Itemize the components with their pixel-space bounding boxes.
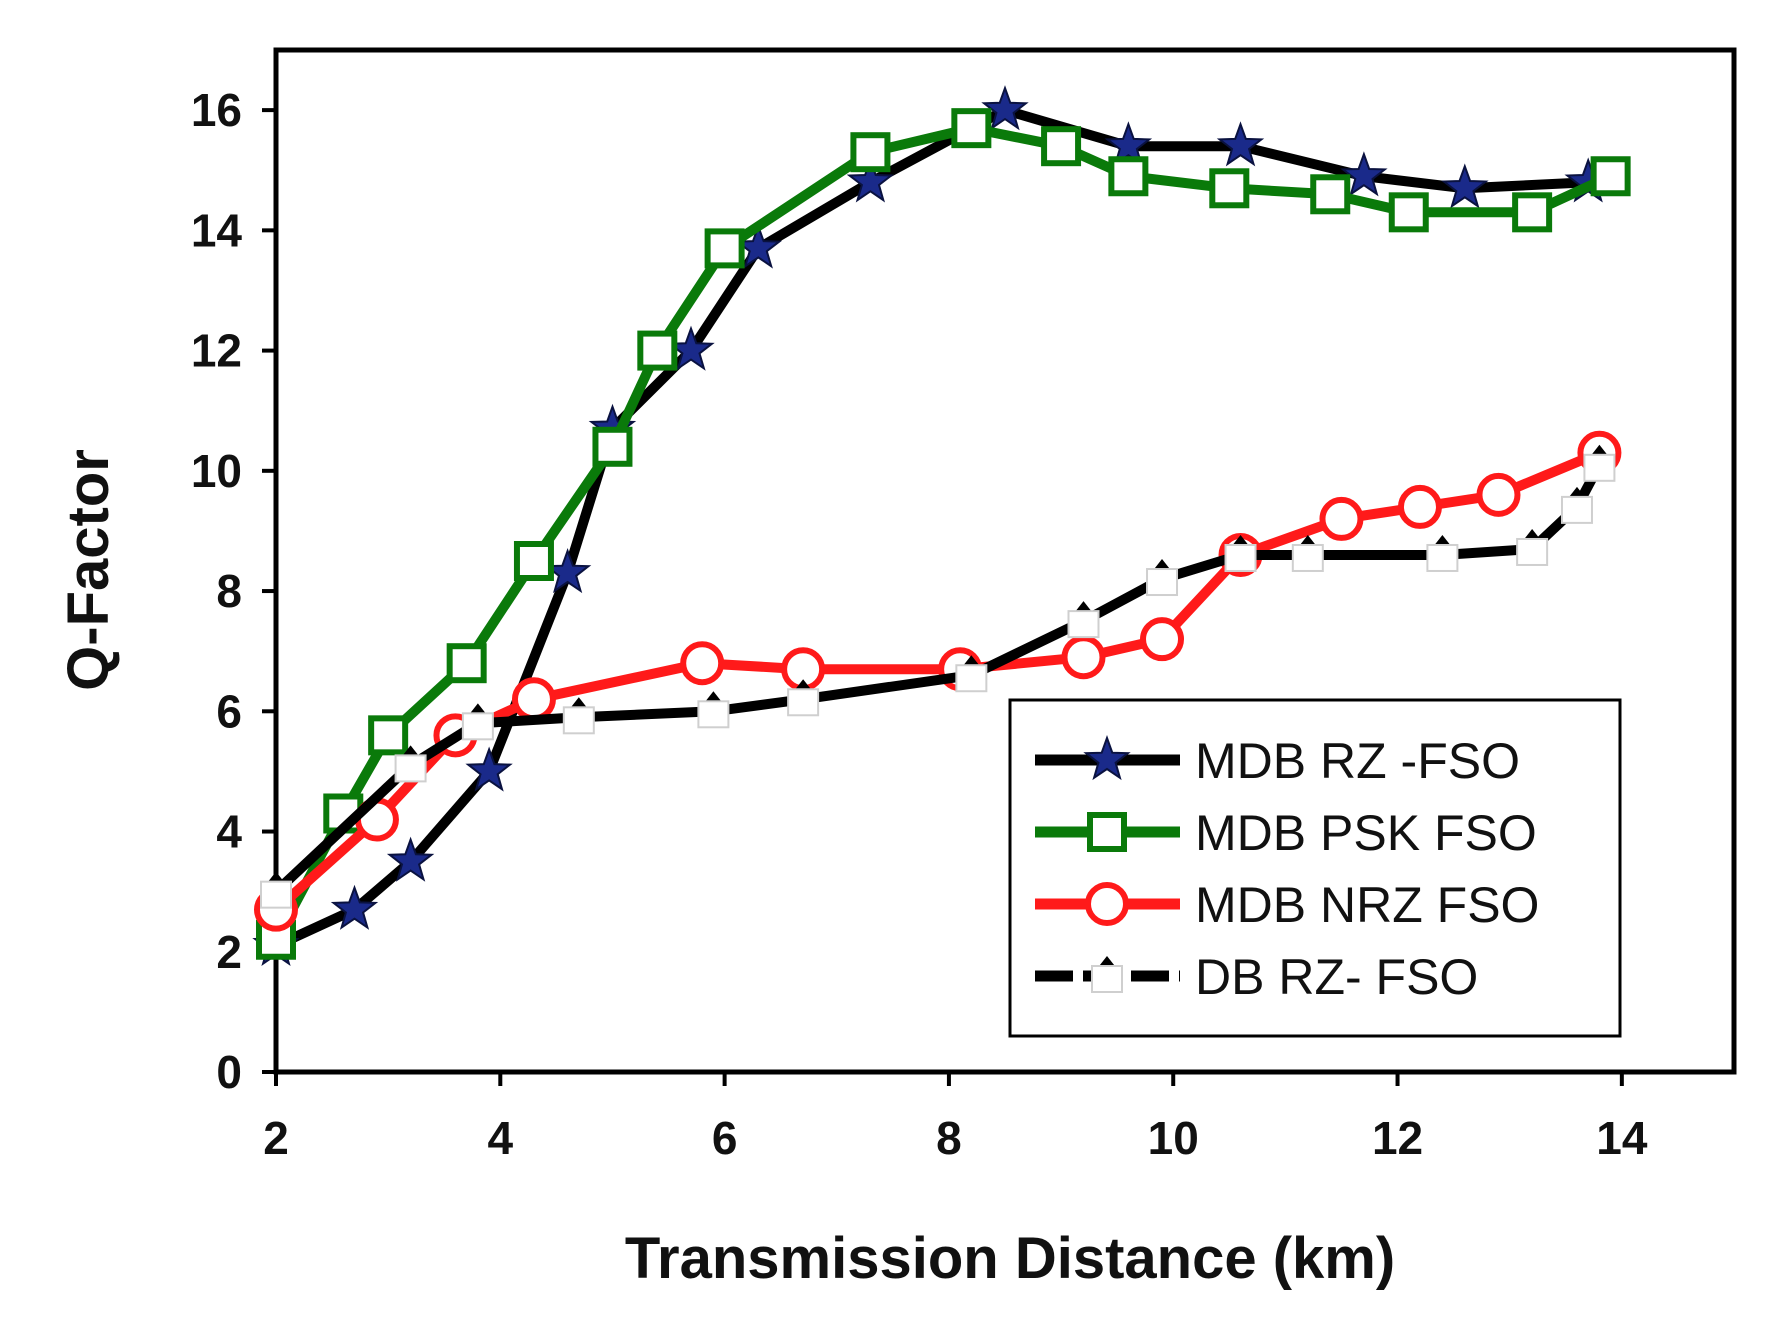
- marker-triangle: [955, 664, 988, 693]
- marker-square: [1512, 192, 1553, 233]
- marker-triangle: [1426, 543, 1459, 572]
- legend-entry: DB RZ- FSO: [1035, 949, 1478, 1005]
- marker-star: [1104, 121, 1153, 167]
- marker-triangle: [394, 754, 427, 783]
- x-tick-label: 4: [488, 1112, 514, 1164]
- marker-square: [1310, 174, 1351, 215]
- marker-star: [465, 746, 513, 792]
- marker-square: [1388, 192, 1429, 233]
- legend-label: MDB PSK FSO: [1195, 805, 1537, 861]
- marker-square: [1087, 812, 1127, 852]
- x-tick-label: 2: [263, 1112, 289, 1164]
- marker-triangle: [1560, 495, 1593, 524]
- series-mdb-rz-fso: [252, 85, 1612, 966]
- legend-label: MDB RZ -FSO: [1195, 733, 1520, 789]
- marker-square: [446, 643, 487, 684]
- marker-square: [637, 330, 678, 371]
- marker-star: [386, 836, 435, 882]
- legend: MDB RZ -FSO MDB PSK FSO MDB NRZ FSO DB RZ- …: [1008, 698, 1622, 1038]
- marker-triangle: [1516, 537, 1549, 566]
- y-tick-label: 10: [191, 445, 242, 497]
- marker-square: [592, 426, 633, 467]
- marker-circle: [680, 641, 725, 686]
- marker-star: [1340, 151, 1388, 197]
- marker-star: [1441, 163, 1489, 209]
- y-tick-label: 16: [191, 84, 242, 136]
- marker-star: [846, 157, 895, 203]
- y-tick-label: 0: [216, 1046, 242, 1098]
- legend-entry: MDB RZ -FSO: [1035, 733, 1520, 789]
- plot-frame: [273, 47, 1737, 1075]
- series-mdb-psk-fso: [256, 108, 1631, 960]
- marker-triangle: [787, 688, 820, 717]
- series-layer: [252, 85, 1631, 966]
- x-tick-label: 12: [1372, 1112, 1423, 1164]
- y-tick-label: 12: [191, 325, 242, 377]
- x-tick-label: 14: [1596, 1112, 1648, 1164]
- marker-square: [1041, 126, 1082, 167]
- marker-square: [850, 132, 891, 173]
- marker-triangle: [1291, 543, 1324, 572]
- marker-circle: [1319, 496, 1364, 541]
- series-db-rz-fso: [260, 444, 1616, 909]
- marker-triangle: [1091, 965, 1123, 993]
- marker-triangle: [1583, 453, 1616, 482]
- marker-square: [1590, 156, 1631, 197]
- marker-circle: [1061, 635, 1106, 680]
- marker-triangle: [260, 880, 292, 909]
- marker-square: [513, 541, 554, 581]
- y-tick-label: 6: [216, 685, 242, 737]
- y-tick-label: 8: [216, 565, 242, 617]
- legend-entry: MDB PSK FSO: [1035, 805, 1537, 861]
- y-tick-label: 2: [216, 926, 242, 978]
- marker-star: [981, 85, 1029, 131]
- marker-triangle: [461, 712, 494, 741]
- marker-star: [1216, 121, 1265, 167]
- marker-triangle: [697, 700, 730, 729]
- marker-circle: [1476, 472, 1521, 517]
- x-tick-label: 10: [1148, 1112, 1199, 1164]
- marker-square: [704, 228, 745, 269]
- marker-square: [368, 715, 409, 756]
- x-tick-label: 6: [712, 1112, 738, 1164]
- x-axis-title: Transmission Distance (km): [625, 1226, 1395, 1291]
- x-tick-label: 8: [936, 1112, 962, 1164]
- y-axis-title: Q-Factor: [56, 449, 121, 691]
- marker-circle: [511, 677, 556, 722]
- marker-triangle: [1067, 610, 1100, 639]
- marker-square: [1108, 156, 1149, 197]
- marker-star: [330, 884, 379, 930]
- marker-triangle: [562, 706, 595, 735]
- marker-circle: [1140, 617, 1185, 662]
- legend-label: DB RZ- FSO: [1195, 949, 1478, 1005]
- y-tick-label: 14: [191, 204, 243, 256]
- marker-triangle: [1224, 543, 1257, 572]
- marker-circle: [1085, 882, 1129, 926]
- legend-label: MDB NRZ FSO: [1195, 877, 1539, 933]
- marker-square: [951, 108, 992, 149]
- legend-entry: MDB NRZ FSO: [1035, 877, 1539, 933]
- marker-triangle: [1146, 568, 1179, 597]
- y-tick-label: 4: [216, 806, 242, 858]
- marker-square: [1209, 168, 1250, 209]
- marker-star: [1083, 735, 1131, 781]
- marker-circle: [1397, 484, 1442, 529]
